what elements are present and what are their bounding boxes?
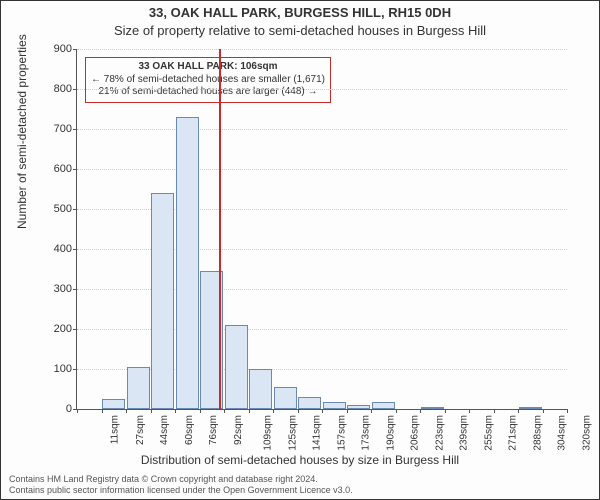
x-tick-label: 206sqm <box>410 415 421 451</box>
bar <box>347 405 370 409</box>
y-tick-label: 100 <box>37 363 72 375</box>
x-tick-label: 239sqm <box>459 415 470 451</box>
x-tick-label: 125sqm <box>287 415 298 451</box>
property-marker-line <box>219 49 221 409</box>
annotation-line1: 33 OAK HALL PARK: 106sqm <box>138 61 277 72</box>
x-tick-label: 76sqm <box>208 415 219 445</box>
x-tick <box>151 409 152 413</box>
y-tick <box>73 49 77 50</box>
x-tick-label: 27sqm <box>135 415 146 445</box>
y-tick <box>73 329 77 330</box>
bar <box>102 399 125 409</box>
x-tick <box>249 409 250 413</box>
y-tick-label: 600 <box>37 163 72 175</box>
bar <box>421 407 444 409</box>
y-tick-label: 800 <box>37 83 72 95</box>
x-tick <box>102 409 103 413</box>
annotation-box: 33 OAK HALL PARK: 106sqm ← 78% of semi-d… <box>85 57 331 103</box>
footer-line2: Contains public sector information licen… <box>9 485 353 495</box>
x-tick <box>347 409 348 413</box>
bar <box>274 387 297 409</box>
x-tick <box>469 409 470 413</box>
y-tick <box>73 89 77 90</box>
y-tick <box>73 289 77 290</box>
y-tick-label: 500 <box>37 203 72 215</box>
bar <box>249 369 272 409</box>
x-tick <box>200 409 201 413</box>
x-tick-label: 271sqm <box>508 415 519 451</box>
y-tick-label: 300 <box>37 283 72 295</box>
x-tick <box>445 409 446 413</box>
x-tick-label: 11sqm <box>109 415 120 444</box>
x-tick-label: 255sqm <box>483 415 494 451</box>
chart-subtitle: Size of property relative to semi-detach… <box>1 23 599 38</box>
x-tick <box>175 409 176 413</box>
y-tick <box>73 369 77 370</box>
x-tick <box>567 409 568 413</box>
x-tick-label: 44sqm <box>159 415 170 445</box>
y-tick-label: 0 <box>37 403 72 415</box>
x-tick-label: 173sqm <box>361 415 372 451</box>
x-tick <box>420 409 421 413</box>
y-tick-label: 900 <box>37 43 72 55</box>
x-tick <box>543 409 544 413</box>
grid-line <box>77 49 567 50</box>
x-tick-label: 109sqm <box>263 415 274 451</box>
y-tick <box>73 249 77 250</box>
bar <box>519 407 542 409</box>
bar <box>176 117 199 409</box>
annotation-line3: 21% of semi-detached houses are larger (… <box>99 86 318 97</box>
x-tick-label: 157sqm <box>336 415 347 451</box>
x-tick <box>273 409 274 413</box>
x-tick <box>518 409 519 413</box>
grid-line <box>77 129 567 130</box>
y-tick-label: 700 <box>37 123 72 135</box>
x-tick <box>126 409 127 413</box>
x-tick <box>224 409 225 413</box>
bar <box>127 367 150 409</box>
y-tick <box>73 169 77 170</box>
bar <box>372 402 395 409</box>
grid-line <box>77 89 567 90</box>
bar <box>151 193 174 409</box>
x-tick <box>322 409 323 413</box>
x-axis-title: Distribution of semi-detached houses by … <box>1 453 599 467</box>
bar <box>225 325 248 409</box>
bar <box>323 402 346 409</box>
footer-text: Contains HM Land Registry data © Crown c… <box>9 474 353 496</box>
x-tick <box>396 409 397 413</box>
y-axis-title: Number of semi-detached properties <box>15 34 29 229</box>
x-tick-label: 288sqm <box>532 415 543 451</box>
chart-title: 33, OAK HALL PARK, BURGESS HILL, RH15 0D… <box>1 5 599 20</box>
y-tick-label: 400 <box>37 243 72 255</box>
x-tick-label: 92sqm <box>233 415 244 445</box>
y-tick-label: 200 <box>37 323 72 335</box>
x-tick-label: 141sqm <box>312 415 323 451</box>
footer-line1: Contains HM Land Registry data © Crown c… <box>9 474 318 484</box>
bar <box>298 397 321 409</box>
y-tick <box>73 129 77 130</box>
annotation-line2: ← 78% of semi-detached houses are smalle… <box>91 74 325 85</box>
x-tick <box>77 409 78 413</box>
x-tick <box>298 409 299 413</box>
x-tick-label: 190sqm <box>385 415 396 451</box>
grid-line <box>77 169 567 170</box>
x-tick <box>494 409 495 413</box>
x-tick-label: 320sqm <box>581 415 592 451</box>
x-tick <box>371 409 372 413</box>
plot-area: 33 OAK HALL PARK: 106sqm ← 78% of semi-d… <box>76 49 567 410</box>
x-tick-label: 304sqm <box>557 415 568 451</box>
chart-container: 33, OAK HALL PARK, BURGESS HILL, RH15 0D… <box>0 0 600 500</box>
x-tick-label: 223sqm <box>434 415 445 451</box>
y-tick <box>73 209 77 210</box>
x-tick-label: 60sqm <box>184 415 195 445</box>
